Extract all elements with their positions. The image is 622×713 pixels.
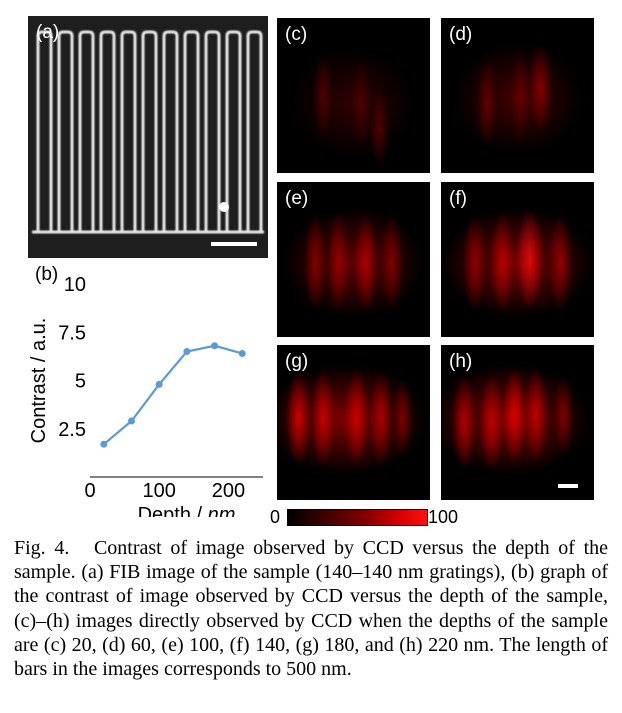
data-point <box>211 342 219 350</box>
x-axis-label: Depth / nm <box>138 504 236 517</box>
panel-label-d: (d) <box>449 24 473 45</box>
grating-ridge <box>57 30 74 232</box>
fib-image-panel: (a) <box>28 16 268 258</box>
ccd-glow-h <box>441 345 594 500</box>
y-tick-label: 7.5 <box>58 322 86 344</box>
figure-number: Fig. 4. <box>14 537 70 559</box>
x-tick-label: 200 <box>212 480 245 502</box>
grating-ridge <box>162 30 179 232</box>
scale-bar <box>558 484 578 488</box>
ccd-image-f: (f) <box>441 182 594 337</box>
particle-spot <box>219 202 229 212</box>
y-tick-label: 10 <box>64 274 86 296</box>
ccd-glow-e <box>277 182 430 337</box>
ccd-glow-f <box>441 182 594 337</box>
ccd-image-h: (h) <box>441 345 594 500</box>
panel-label-h: (h) <box>449 351 473 372</box>
grating-ridge <box>141 30 158 232</box>
panel-label-g: (g) <box>285 351 309 372</box>
contrast-vs-depth-chart: (b) 2.5 5 7.5 10 0 100 200 Contrast / a.u. De… <box>28 264 263 517</box>
figure-caption: Fig. 4. Contrast of image observed by CC… <box>14 536 608 681</box>
contrast-chart-panel: (b) 2.5 5 7.5 10 0 100 200 Contrast / a.u. De… <box>28 262 273 517</box>
y-tick-label: 2.5 <box>58 419 86 441</box>
fib-grating-image <box>32 30 264 246</box>
ccd-glow-g <box>277 345 430 500</box>
colorbar-max-label: 100 <box>428 507 459 527</box>
caption-text: Contrast of image observed by CCD versus… <box>14 537 609 681</box>
ccd-image-g: (g) <box>277 345 430 500</box>
ccd-image-c: (c) <box>277 18 430 173</box>
y-tick-label: 5 <box>75 371 86 393</box>
x-tick-label: 100 <box>143 480 176 502</box>
scale-bar <box>211 242 257 246</box>
grating-ridge <box>99 30 116 232</box>
data-point <box>128 417 136 425</box>
grating-ridge <box>120 30 137 232</box>
grating-ridge <box>36 30 53 232</box>
ccd-image-d: (d) <box>441 18 594 173</box>
ccd-glow-c <box>277 18 430 173</box>
data-point <box>155 380 163 388</box>
x-axis-label-text: Depth / <box>138 504 208 517</box>
x-axis-label-unit: nm <box>208 504 236 517</box>
data-point <box>100 440 108 448</box>
grating-ridge <box>225 30 242 232</box>
grating-ridge <box>183 30 200 232</box>
panel-label-f: (f) <box>449 188 467 209</box>
grating-ridge <box>78 30 95 232</box>
panel-label-c: (c) <box>285 24 308 45</box>
series-line <box>103 344 243 446</box>
colorbar-min-label: 0 <box>270 507 281 527</box>
y-axis-label: Contrast / a.u. <box>28 318 50 444</box>
x-tick-label: 0 <box>84 480 95 502</box>
grating-ridge <box>204 30 221 232</box>
grating-ridge <box>246 30 263 232</box>
panel-label-a: (a) <box>36 22 60 43</box>
data-point <box>238 349 246 357</box>
colorbar <box>287 509 428 526</box>
panel-label-e: (e) <box>285 188 309 209</box>
ccd-image-e: (e) <box>277 182 430 337</box>
data-point <box>183 348 191 356</box>
ccd-glow-d <box>441 18 594 173</box>
panel-label-b: (b) <box>35 264 58 285</box>
